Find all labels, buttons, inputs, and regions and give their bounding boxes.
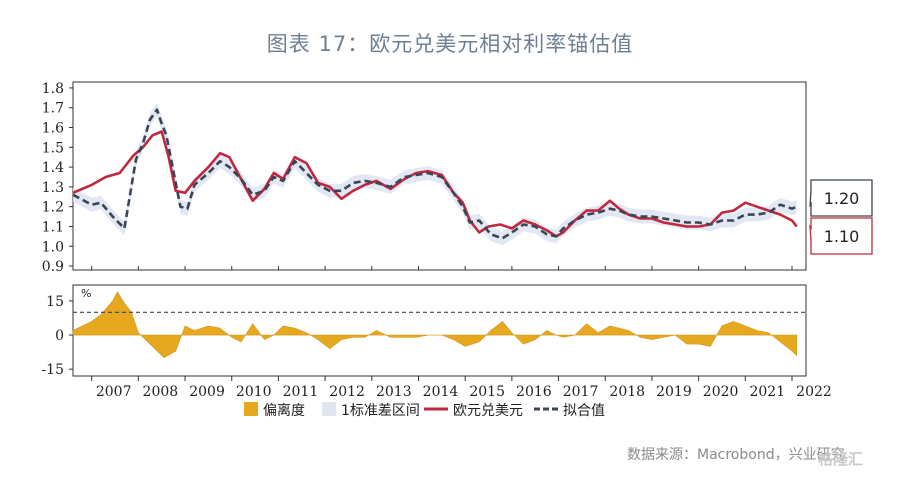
deviation-area [72,291,806,359]
legend-label: 拟合值 [563,403,605,419]
x-tick-label: 2014 [423,384,459,400]
y-tick-label: 15 [46,294,64,310]
lower-y-axis: % -15 0 15 [41,287,91,378]
y-tick-label: 1.6 [42,121,64,137]
legend-item: 1标准差区间 [322,402,420,419]
x-tick-label: 2019 [656,384,692,400]
legend-swatch [244,402,258,416]
legend-label: 欧元兑美元 [453,403,523,419]
x-tick-label: 2012 [329,384,365,400]
y-tick-label: 1.7 [42,101,64,117]
y-tick-label: 1.1 [42,219,64,235]
y-tick-label: 1.3 [42,180,64,196]
callout-0: 1.20 [809,179,873,217]
x-tick-label: 2009 [189,384,225,400]
y-tick-label: 1.4 [42,160,64,176]
x-tick-label: 2021 [749,384,785,400]
x-tick-label: 2016 [516,384,552,400]
lower-panel [72,284,807,377]
legend-swatch [322,402,336,416]
x-tick-label: 2017 [563,384,599,400]
fitted-line [72,108,798,240]
x-tick-label: 2007 [96,384,132,400]
upper-y-axis: 0.9 1.0 1.1 1.2 1.3 1.4 1.5 1.6 1.7 1.8 [42,81,73,275]
y-tick-label: 1.8 [42,81,64,97]
value-callouts: 1.20 1.10 [809,179,873,255]
x-tick-label: 2008 [143,384,179,400]
y-tick-label: 1.5 [42,140,64,156]
deviation-fill [72,291,798,359]
legend-label: 偏离度 [263,402,305,419]
x-tick-label: 2015 [469,384,505,400]
legend-label: 1标准差区间 [341,403,420,419]
callout-box [809,217,873,255]
upper-panel [72,81,807,271]
x-axis: 2007 2008 2009 2010 2011 2012 2013 2014 2015 2016… [91,266,832,400]
legend-item: 偏离度 [244,402,305,419]
legend: 偏离度 1标准差区间 欧元兑美元 拟合值 [244,402,605,419]
source-note: 数据来源：Macrobond，兴业研究 [627,447,845,463]
callout-label: 1.20 [824,189,860,208]
lower-frame [72,284,807,377]
callout-1: 1.10 [809,217,873,255]
x-tick-label: 2010 [236,384,272,400]
x-tick-label: 2022 [796,384,832,400]
x-tick-label: 2020 [703,384,739,400]
legend-item: 拟合值 [534,403,605,419]
y-tick-label: 0 [55,328,64,344]
callout-box [809,179,873,217]
legend-item: 欧元兑美元 [424,403,523,419]
unit-label: % [81,287,91,300]
watermark: 格隆汇 [818,450,864,468]
x-tick-label: 2018 [609,384,645,400]
upper-series [72,108,798,240]
chart-title: 图表 17：欧元兑美元相对利率锚估值 [266,32,634,56]
y-tick-label: 1.0 [42,239,64,255]
x-tick-label: 2013 [376,384,412,400]
upper-frame [72,81,807,271]
y-tick-label: 1.2 [42,200,64,216]
y-tick-label: -15 [41,362,64,378]
y-tick-label: 0.9 [42,259,64,275]
x-tick-label: 2011 [283,384,319,400]
callout-label: 1.10 [824,227,860,246]
